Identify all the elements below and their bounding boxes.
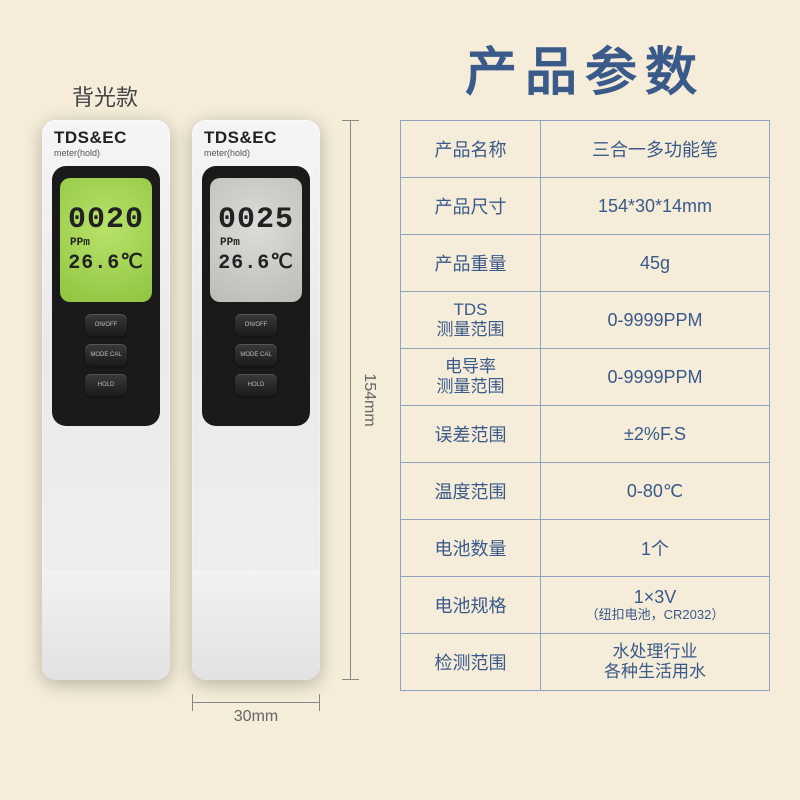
lcd-reading: 0020 xyxy=(68,205,144,235)
spec-value: 1个 xyxy=(541,520,770,577)
meter-panel: 0025 PPm 26.6℃ ON/OFF MODE CAL HOLD xyxy=(202,166,310,426)
dimension-height: 154mm xyxy=(332,120,372,680)
table-row: 产品名称三合一多功能笔 xyxy=(401,121,770,178)
spec-label: 产品名称 xyxy=(401,121,541,178)
variant-label: 背光款 xyxy=(72,80,138,112)
meter-subtitle: meter(hold) xyxy=(42,148,170,158)
hold-button[interactable]: HOLD xyxy=(235,374,277,396)
mode-button[interactable]: MODE CAL xyxy=(85,344,127,366)
spec-table: 产品名称三合一多功能笔产品尺寸154*30*14mm产品重量45gTDS测量范围… xyxy=(400,120,770,691)
table-row: 产品重量45g xyxy=(401,235,770,292)
spec-label: 电池规格 xyxy=(401,577,541,634)
page-title: 产品参数 xyxy=(400,30,770,105)
meter-buttons: ON/OFF MODE CAL HOLD xyxy=(235,314,277,396)
table-row: 检测范围水处理行业各种生活用水 xyxy=(401,634,770,691)
table-row: 电导率测量范围0-9999PPM xyxy=(401,349,770,406)
meter-subtitle: meter(hold) xyxy=(192,148,320,158)
table-row: 电池规格1×3V（纽扣电池，CR2032） xyxy=(401,577,770,634)
lcd-unit: PPm xyxy=(70,237,90,249)
spec-label: 电导率测量范围 xyxy=(401,349,541,406)
table-row: 误差范围±2%F.S xyxy=(401,406,770,463)
meters-row: TDS&EC meter(hold) 0020 PPm 26.6℃ ON/OFF… xyxy=(42,120,320,680)
spec-label: 检测范围 xyxy=(401,634,541,691)
meter-cap xyxy=(42,570,170,680)
spec-label: 误差范围 xyxy=(401,406,541,463)
spec-value: 三合一多功能笔 xyxy=(541,121,770,178)
meter-title: TDS&EC xyxy=(42,128,170,148)
lcd-unit: PPm xyxy=(220,237,240,249)
table-row: 温度范围0-80℃ xyxy=(401,463,770,520)
hold-button[interactable]: HOLD xyxy=(85,374,127,396)
meter-cap xyxy=(192,570,320,680)
meter-panel: 0020 PPm 26.6℃ ON/OFF MODE CAL HOLD xyxy=(52,166,160,426)
table-row: 产品尺寸154*30*14mm xyxy=(401,178,770,235)
dimension-width-label: 30mm xyxy=(192,708,320,726)
spec-label: 产品尺寸 xyxy=(401,178,541,235)
dimension-height-label: 154mm xyxy=(360,373,378,426)
meter-title: TDS&EC xyxy=(192,128,320,148)
spec-value: 水处理行业各种生活用水 xyxy=(541,634,770,691)
table-row: TDS测量范围0-9999PPM xyxy=(401,292,770,349)
spec-value: 0-9999PPM xyxy=(541,349,770,406)
spec-label: 电池数量 xyxy=(401,520,541,577)
spec-label: TDS测量范围 xyxy=(401,292,541,349)
meter-backlit: TDS&EC meter(hold) 0020 PPm 26.6℃ ON/OFF… xyxy=(42,120,170,680)
spec-value: ±2%F.S xyxy=(541,406,770,463)
meter-buttons: ON/OFF MODE CAL HOLD xyxy=(85,314,127,396)
spec-value: 1×3V（纽扣电池，CR2032） xyxy=(541,577,770,634)
spec-label: 温度范围 xyxy=(401,463,541,520)
mode-button[interactable]: MODE CAL xyxy=(235,344,277,366)
spec-value: 45g xyxy=(541,235,770,292)
lcd-display: 0025 PPm 26.6℃ xyxy=(210,178,302,302)
meter-standard: TDS&EC meter(hold) 0025 PPm 26.6℃ ON/OFF… xyxy=(192,120,320,680)
dimension-width: 30mm xyxy=(192,690,320,730)
spec-label: 产品重量 xyxy=(401,235,541,292)
lcd-temp: 26.6℃ xyxy=(68,249,143,275)
onoff-button[interactable]: ON/OFF xyxy=(85,314,127,336)
lcd-display: 0020 PPm 26.6℃ xyxy=(60,178,152,302)
spec-value: 0-80℃ xyxy=(541,463,770,520)
onoff-button[interactable]: ON/OFF xyxy=(235,314,277,336)
spec-value: 154*30*14mm xyxy=(541,178,770,235)
lcd-reading: 0025 xyxy=(218,205,294,235)
lcd-temp: 26.6℃ xyxy=(218,249,293,275)
table-row: 电池数量1个 xyxy=(401,520,770,577)
spec-value: 0-9999PPM xyxy=(541,292,770,349)
